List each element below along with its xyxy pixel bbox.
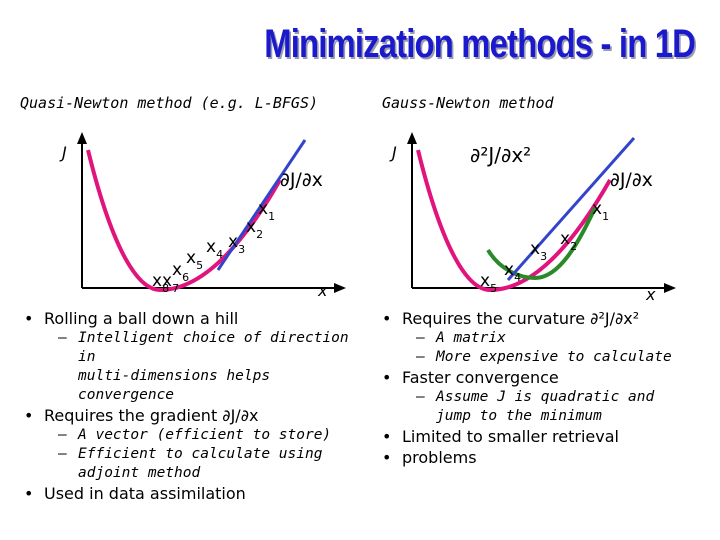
cost-curve <box>416 149 612 293</box>
iterate-x6: x6 <box>172 260 189 284</box>
cost-curve <box>86 149 282 293</box>
sub-bullet-cont: multi-dimensions helps <box>78 368 271 384</box>
iterate-x2: x2 <box>246 217 263 241</box>
y-axis-arrow <box>77 132 87 144</box>
bullet-limited: Limited to smaller retrieval <box>378 426 713 447</box>
sub-bullet: A vector (efficient to store) <box>20 426 370 445</box>
iterate-labels: x1 x2 x3 x4 x5 x6 x7 x8 <box>152 199 275 295</box>
iterate-x1: x1 <box>592 199 609 223</box>
sub-bullet: A matrix <box>378 329 713 348</box>
iterate-x5: x5 <box>186 248 203 272</box>
iterate-x1: x1 <box>258 199 275 223</box>
gauss-newton-diagram: J x ∂²J/∂x² ∂J/∂x x1 x2 x3 x4 x5 <box>389 132 676 304</box>
quadratic-fit <box>486 207 597 281</box>
slide-title: Minimization methods - in 1D <box>264 22 696 66</box>
y-axis-label: J <box>389 143 397 162</box>
curvature-label: ∂²J/∂x² <box>470 143 531 167</box>
sub-bullet: Intelligent choice of direction in <box>20 329 370 367</box>
y-axis-arrow <box>407 132 417 144</box>
bullet-limited-cont: problems <box>378 447 713 468</box>
iterate-x4: x4 <box>206 237 223 261</box>
x-axis-label: x <box>645 285 656 304</box>
iterate-x3: x3 <box>228 232 245 256</box>
iterate-x4: x4 <box>504 260 521 284</box>
bullet-gradient: Requires the gradient ∂J/∂x <box>20 405 370 426</box>
bullet-faster: Faster convergence <box>378 367 713 388</box>
quasi-newton-diagram: J x ∂J/∂x x1 x2 x3 x4 x5 x6 x7 x8 <box>59 132 346 300</box>
right-bullet-list: Requires the curvature ∂²J/∂x² A matrix … <box>378 308 713 468</box>
bullet-rolling-ball: Rolling a ball down a hill <box>20 308 370 329</box>
sub-bullet: Efficient to calculate using <box>20 445 370 464</box>
sub-bullet-cont: convergence <box>78 387 175 403</box>
left-heading: Quasi-Newton method (e.g. L-BFGS) <box>20 94 319 112</box>
sub-bullet-cont: jump to the minimum <box>436 408 602 424</box>
gradient-tangent <box>216 139 307 271</box>
left-bullet-list: Rolling a ball down a hill Intelligent c… <box>20 308 370 504</box>
y-axis-label: J <box>59 143 67 162</box>
bullet-data-assimilation: Used in data assimilation <box>20 483 370 504</box>
sub-bullet: Assume J is quadratic and <box>378 388 713 407</box>
bullet-curvature: Requires the curvature ∂²J/∂x² <box>378 308 713 329</box>
sub-bullet-cont: adjoint method <box>78 465 201 481</box>
x-axis-label: x <box>317 281 328 300</box>
iterate-x7: x7 <box>162 271 179 295</box>
iterate-x3: x3 <box>530 239 547 263</box>
sub-bullet: More expensive to calculate <box>378 348 713 367</box>
gradient-tangent <box>506 137 636 281</box>
gradient-label: ∂J/∂x <box>610 169 653 191</box>
x-axis-arrow <box>664 283 676 293</box>
x-axis-arrow <box>334 283 346 293</box>
iterate-x8: x8 <box>152 271 169 295</box>
gradient-label: ∂J/∂x <box>280 169 323 191</box>
right-heading: Gauss-Newton method <box>382 94 554 112</box>
